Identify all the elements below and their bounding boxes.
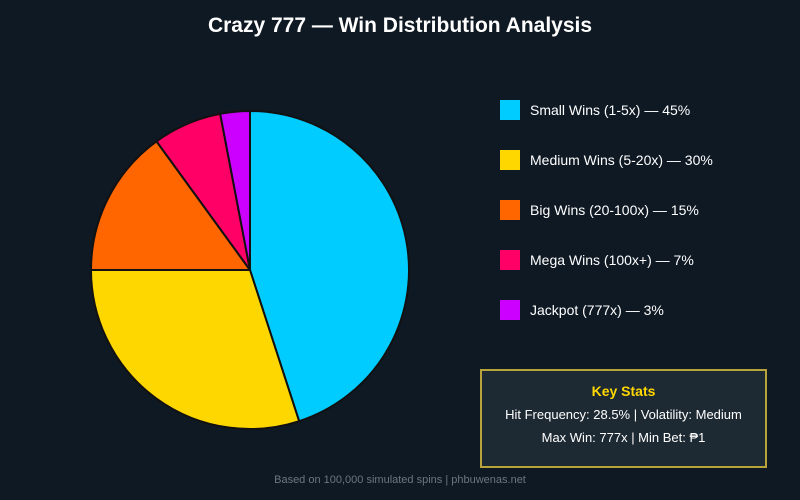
legend-label: Small Wins (1-5x) — 45% — [530, 102, 691, 118]
legend-swatch — [500, 300, 520, 320]
key-stats-line-2: Max Win: 777x | Min Bet: ₱1 — [541, 430, 706, 445]
pie-slice-1 — [249, 110, 410, 423]
key-stats-box: Key Stats Hit Frequency: 28.5% | Volatil… — [480, 369, 767, 468]
legend-label: Big Wins (20-100x) — 15% — [530, 202, 699, 218]
legend-label: Medium Wins (5-20x) — 30% — [530, 152, 713, 168]
legend-item-1: Small Wins (1-5x) — 45% — [500, 100, 713, 120]
legend-item-2: Medium Wins (5-20x) — 30% — [500, 150, 713, 170]
legend-swatch — [500, 150, 520, 170]
legend-swatch — [500, 100, 520, 120]
legend-label: Jackpot (777x) — 3% — [530, 302, 664, 318]
pie-slice-5 — [219, 110, 251, 271]
chart-title: Crazy 777 — Win Distribution Analysis — [207, 14, 593, 37]
pie-slice-3 — [90, 140, 251, 271]
legend-swatch — [500, 200, 520, 220]
key-stats-title: Key Stats — [591, 383, 656, 399]
legend-item-4: Mega Wins (100x+) — 7% — [500, 250, 713, 270]
legend-swatch — [500, 250, 520, 270]
footer-note: Based on 100,000 simulated spins | phbuw… — [274, 474, 526, 486]
legend-item-5: Jackpot (777x) — 3% — [500, 300, 713, 320]
pie-slice-2 — [90, 269, 301, 430]
legend-item-3: Big Wins (20-100x) — 15% — [500, 200, 713, 220]
key-stats-line-1: Hit Frequency: 28.5% | Volatility: Mediu… — [505, 407, 742, 422]
legend: Small Wins (1-5x) — 45% Medium Wins (5-20… — [500, 100, 713, 350]
legend-label: Mega Wins (100x+) — 7% — [530, 252, 694, 268]
